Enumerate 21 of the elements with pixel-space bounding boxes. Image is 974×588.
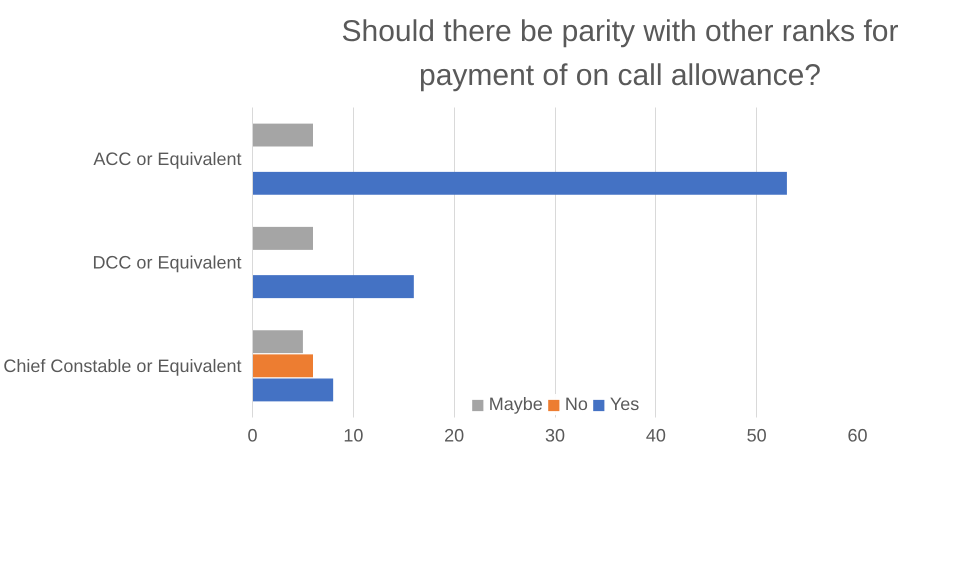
bar: [252, 124, 313, 147]
bar: [252, 330, 303, 354]
legend-label: Yes: [610, 394, 640, 415]
y-tick-label: ACC or Equivalent: [93, 149, 242, 170]
legend-label: Maybe: [488, 394, 543, 415]
bar: [252, 378, 334, 402]
x-tick-label: 0: [247, 426, 258, 446]
x-tick-label: 10: [343, 426, 364, 446]
legend-label: No: [564, 394, 588, 415]
bar: [252, 354, 313, 378]
x-tick-label: 60: [847, 426, 868, 446]
y-tick-label: Chief Constable or Equivalent: [3, 356, 242, 376]
x-tick-label: 40: [646, 426, 666, 446]
bar: [252, 226, 313, 250]
x-tick-label: 20: [444, 426, 464, 446]
bar: [252, 275, 414, 298]
y-tick-label: DCC or Equivalent: [92, 252, 242, 272]
x-tick-label: 30: [544, 426, 566, 446]
chart-title: Should there be parity with other ranks for payment of on call allowance?: [340, 14, 900, 94]
bar: [252, 172, 787, 195]
x-tick-label: 50: [746, 426, 767, 446]
